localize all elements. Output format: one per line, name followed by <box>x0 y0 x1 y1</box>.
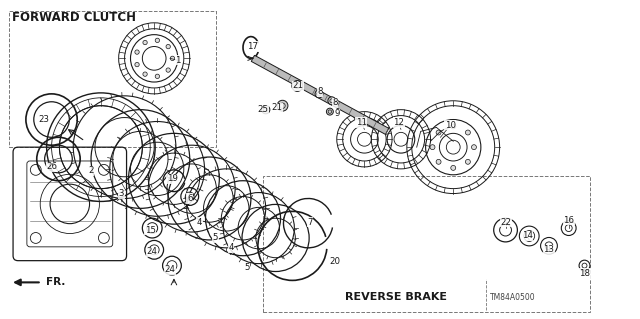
Text: 18: 18 <box>579 269 590 278</box>
Bar <box>9 11 216 147</box>
Circle shape <box>135 63 140 67</box>
Circle shape <box>143 72 147 76</box>
Circle shape <box>292 80 303 92</box>
Text: 16: 16 <box>563 216 574 225</box>
Circle shape <box>430 145 435 150</box>
Text: 20: 20 <box>330 257 340 266</box>
Text: 15: 15 <box>145 226 156 234</box>
Circle shape <box>472 145 476 150</box>
Text: TM84A0500: TM84A0500 <box>490 293 536 302</box>
Text: 11: 11 <box>356 118 367 127</box>
Circle shape <box>262 106 270 114</box>
Text: 7: 7 <box>307 218 313 227</box>
Text: 2: 2 <box>88 166 94 175</box>
Circle shape <box>465 130 470 135</box>
Circle shape <box>170 56 175 61</box>
Text: 14: 14 <box>522 232 532 241</box>
Text: FR.: FR. <box>45 278 65 287</box>
Text: 23: 23 <box>38 115 49 124</box>
Circle shape <box>326 108 333 115</box>
Bar <box>263 176 591 312</box>
Circle shape <box>436 130 441 135</box>
Polygon shape <box>252 55 388 134</box>
Circle shape <box>166 68 170 72</box>
Text: 3: 3 <box>119 189 124 198</box>
Text: 9: 9 <box>334 109 339 118</box>
Text: 17: 17 <box>248 42 259 51</box>
Text: 5: 5 <box>212 234 218 242</box>
Text: 12: 12 <box>394 118 404 127</box>
Text: 4: 4 <box>228 243 234 252</box>
Text: 13: 13 <box>543 245 554 254</box>
Text: 8: 8 <box>332 98 337 107</box>
Circle shape <box>451 166 456 170</box>
Text: 19: 19 <box>166 174 177 183</box>
Circle shape <box>277 100 288 111</box>
Circle shape <box>328 97 336 105</box>
Circle shape <box>451 124 456 129</box>
Text: 24: 24 <box>164 265 175 274</box>
Text: 24: 24 <box>147 247 157 256</box>
Text: 21: 21 <box>292 81 304 91</box>
Text: 25: 25 <box>257 105 268 114</box>
Text: 10: 10 <box>445 121 456 130</box>
Text: 4: 4 <box>197 218 202 227</box>
Text: 1: 1 <box>175 56 180 65</box>
Circle shape <box>166 44 170 49</box>
Text: 26: 26 <box>46 162 57 171</box>
Circle shape <box>155 38 159 42</box>
Circle shape <box>135 50 140 54</box>
Circle shape <box>436 160 441 164</box>
Text: 22: 22 <box>500 218 511 227</box>
Text: 5: 5 <box>244 263 250 272</box>
Circle shape <box>465 160 470 164</box>
Circle shape <box>315 90 323 98</box>
Text: 6: 6 <box>187 194 193 203</box>
Text: REVERSE BRAKE: REVERSE BRAKE <box>345 292 447 302</box>
Text: 8: 8 <box>317 87 323 96</box>
Text: 21: 21 <box>271 103 282 112</box>
Circle shape <box>143 41 147 45</box>
Circle shape <box>155 74 159 78</box>
Text: FORWARD CLUTCH: FORWARD CLUTCH <box>12 11 136 24</box>
